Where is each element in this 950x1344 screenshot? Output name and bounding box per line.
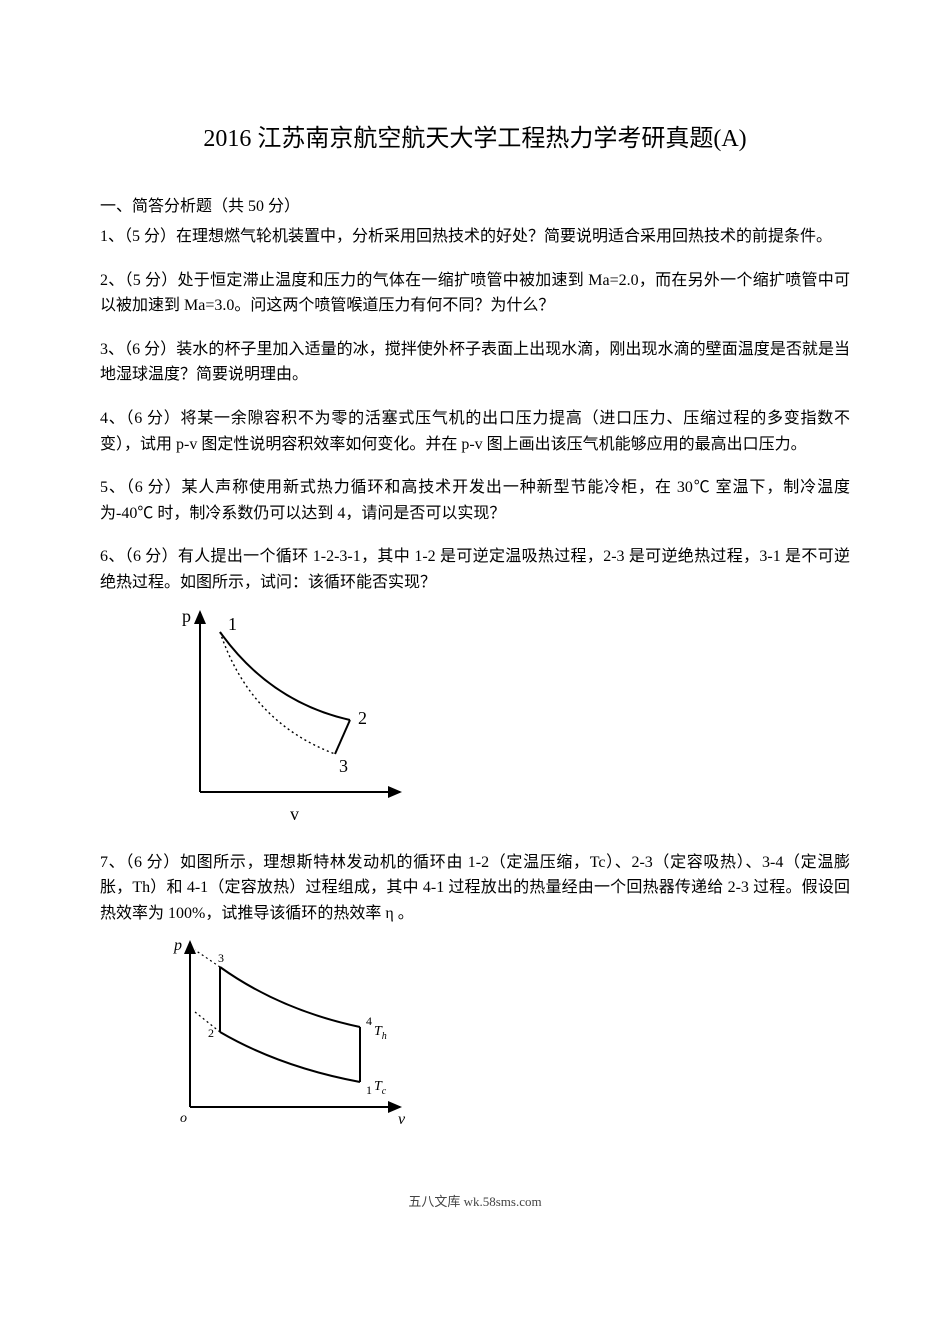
diagram-q7: p v o 1 2 3 4 Th Tc [160, 932, 850, 1142]
question-7: 7、（6 分）如图所示，理想斯特林发动机的循环由 1-2（定温压缩，Tc）、2-… [100, 850, 850, 927]
svg-text:Th: Th [374, 1024, 387, 1042]
question-5: 5、（6 分）某人声称使用新式热力循环和高技术开发出一种新型节能冷柜，在 30℃… [100, 475, 850, 526]
svg-text:1: 1 [228, 614, 237, 634]
footer-text: 五八文库 wk.58sms.com [100, 1192, 850, 1213]
svg-text:3: 3 [339, 756, 348, 776]
svg-text:3: 3 [218, 951, 224, 965]
question-6: 6、（6 分）有人提出一个循环 1-2-3-1，其中 1-2 是可逆定温吸热过程… [100, 544, 850, 595]
question-4: 4、（6 分）将某一余隙容积不为零的活塞式压气机的出口压力提高（进口压力、压缩过… [100, 406, 850, 457]
svg-text:2: 2 [208, 1026, 214, 1040]
svg-text:1: 1 [366, 1083, 372, 1097]
question-2: 2、（5 分）处于恒定滞止温度和压力的气体在一缩扩喷管中被加速到 Ma=2.0，… [100, 268, 850, 319]
svg-text:Tc: Tc [374, 1079, 387, 1097]
svg-text:4: 4 [366, 1014, 372, 1028]
question-3: 3、（6 分）装水的杯子里加入适量的冰，搅拌使外杯子表面上出现水滴，刚出现水滴的… [100, 337, 850, 388]
diagram-q6: p v 1 2 3 [160, 602, 850, 832]
page-title: 2016 江苏南京航空航天大学工程热力学考研真题(A) [100, 120, 850, 158]
svg-text:v: v [290, 804, 299, 824]
svg-text:2: 2 [358, 708, 367, 728]
svg-text:p: p [182, 606, 191, 626]
svg-text:o: o [180, 1111, 187, 1126]
svg-text:v: v [398, 1111, 406, 1128]
section-heading: 一、简答分析题（共 50 分） [100, 194, 850, 220]
svg-text:p: p [173, 937, 182, 954]
question-1: 1、（5 分）在理想燃气轮机装置中，分析采用回热技术的好处？简要说明适合采用回热… [100, 224, 850, 250]
